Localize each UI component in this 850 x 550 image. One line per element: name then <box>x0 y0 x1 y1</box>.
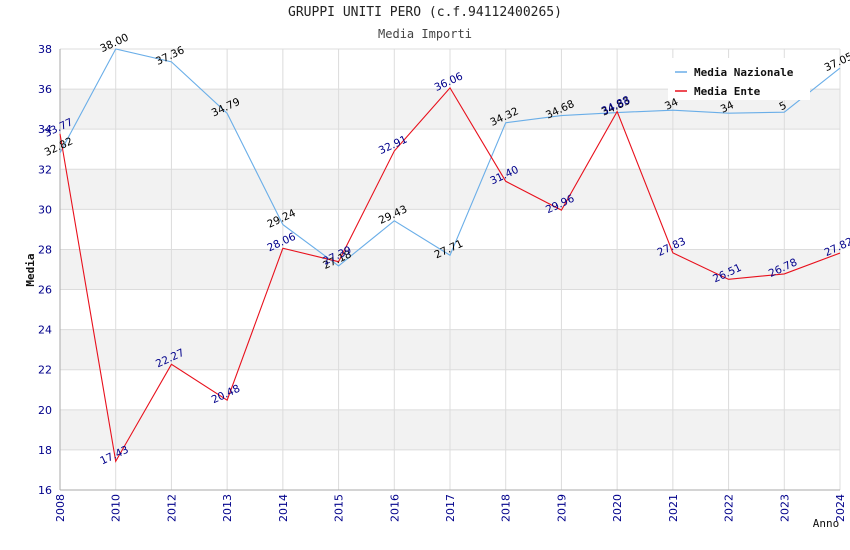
y-tick-label: 24 <box>38 324 52 337</box>
data-label: 29.24 <box>265 207 298 231</box>
data-label: 20.48 <box>210 383 242 407</box>
data-label: 5 <box>777 100 788 114</box>
x-tick-label: 2017 <box>444 494 457 522</box>
y-tick-label: 18 <box>38 444 52 457</box>
y-tick-labels: 16 18 20 22 24 26 28 30 32 34 36 38 <box>38 43 52 497</box>
x-tick-label: 2010 <box>110 494 123 522</box>
x-tick-label: 2021 <box>667 494 680 522</box>
y-tick-label: 28 <box>38 243 52 256</box>
x-tick-label: 2024 <box>834 494 847 522</box>
y-tick-label: 26 <box>38 284 52 297</box>
x-tick-label: 2019 <box>555 494 568 522</box>
y-tick-label: 36 <box>38 83 52 96</box>
x-tick-label: 2022 <box>723 494 736 522</box>
series-lines <box>59 48 841 463</box>
legend-box <box>668 58 810 100</box>
legend-label: Media Ente <box>694 85 761 98</box>
y-tick-label: 20 <box>38 404 52 417</box>
x-tick-labels: 2008 2010 2012 2013 2014 2015 2016 2017 2018 2019… <box>54 494 847 522</box>
x-tick-label: 2016 <box>388 494 401 522</box>
x-tick-label: 2023 <box>778 494 791 522</box>
data-label: 34 <box>663 96 680 113</box>
x-tick-label: 2015 <box>333 494 346 522</box>
y-tick-label: 22 <box>38 364 52 377</box>
data-label: 37.36 <box>154 44 187 68</box>
y-tick-label: 32 <box>38 163 52 176</box>
y-tick-label: 16 <box>38 484 52 497</box>
x-tick-label: 2013 <box>221 494 234 522</box>
data-label: 34 <box>719 99 736 116</box>
chart-subtitle: Media Importi <box>378 27 472 41</box>
series-line-media-ente <box>59 86 841 463</box>
x-tick-label: 2020 <box>611 494 624 522</box>
chart-title: GRUPPI UNITI PERO (c.f.94112400265) <box>288 5 562 20</box>
x-tick-label: 2018 <box>500 494 513 522</box>
series-line-media-nazionale <box>59 48 841 267</box>
x-tick-label: 2012 <box>165 494 178 522</box>
y-tick-label: 34 <box>38 123 52 136</box>
y-tick-label: 30 <box>38 203 52 216</box>
grid-lines <box>59 48 841 491</box>
legend: Media Nazionale Media Ente <box>668 58 810 100</box>
y-tick-label: 38 <box>38 43 52 56</box>
legend-label: Media Nazionale <box>694 66 794 79</box>
y-axis-label: Media <box>24 253 37 286</box>
x-tick-label: 2014 <box>277 494 290 522</box>
x-axis-label: Anno <box>813 517 840 530</box>
x-tick-label: 2008 <box>54 494 67 522</box>
axes <box>59 49 840 491</box>
